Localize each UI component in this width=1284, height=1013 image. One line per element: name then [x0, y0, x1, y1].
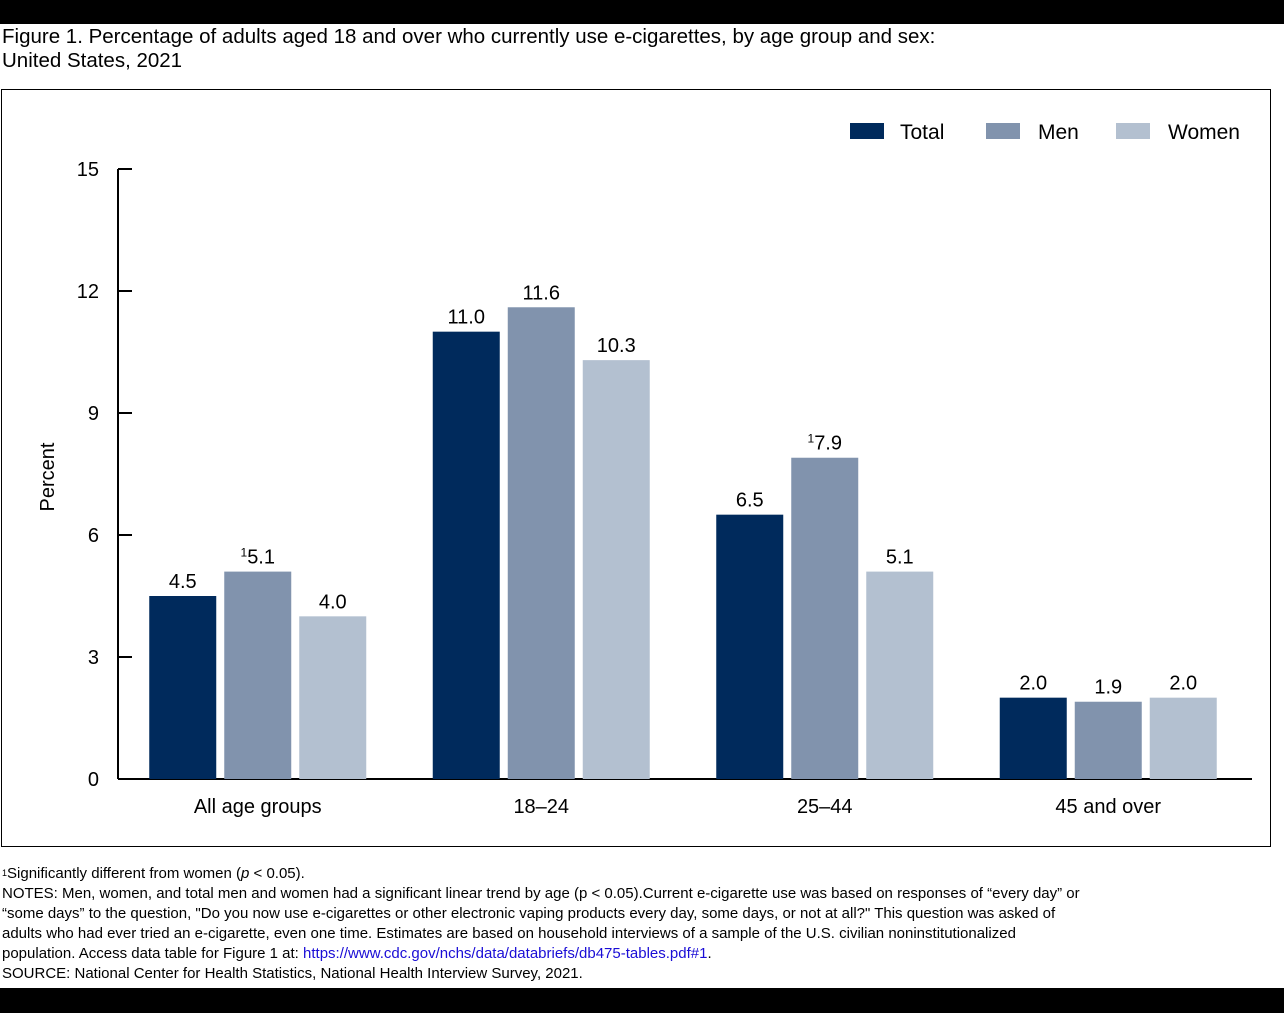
bar-total: [716, 514, 784, 779]
legend-swatch-total: [850, 123, 884, 139]
bar-total: [149, 596, 217, 779]
footnote-marker: 1: [241, 546, 248, 560]
legend-swatch-women: [1116, 123, 1150, 139]
x-category-label: 18–24: [513, 796, 569, 818]
bar-men: [791, 457, 859, 779]
data-label: 17.9: [808, 432, 843, 455]
data-value: 7.9: [814, 433, 842, 455]
notes-line-4-prefix: population. Access data table for Figure…: [2, 945, 304, 962]
data-label: 2.0: [1169, 673, 1197, 695]
bar-women: [1149, 697, 1217, 779]
legend-swatch-men: [986, 123, 1020, 139]
bar-women: [582, 360, 650, 779]
footnote-p: p: [241, 865, 250, 882]
notes-line-1: NOTES: Men, women, and total men and wom…: [2, 885, 1080, 902]
footnote-text-b: < 0.05).: [249, 865, 305, 882]
y-tick-label: 3: [88, 647, 99, 669]
bar-men: [224, 571, 292, 779]
data-label: 1.9: [1094, 677, 1122, 699]
data-label: 4.5: [169, 571, 197, 593]
bar-women: [299, 616, 367, 779]
x-category-label: 25–44: [797, 796, 853, 818]
figure-title: Figure 1. Percentage of adults aged 18 a…: [2, 25, 1272, 73]
x-category-label: All age groups: [194, 796, 322, 818]
x-category-label: 45 and over: [1055, 796, 1161, 818]
bar-total: [432, 331, 500, 779]
bar-men: [1074, 701, 1142, 779]
y-tick-label: 0: [88, 769, 99, 791]
figure-page: Figure 1. Percentage of adults aged 18 a…: [0, 24, 1284, 988]
y-axis-title: Percent: [37, 442, 59, 511]
data-value: 5.1: [247, 547, 275, 569]
footnote-marker: 1: [2, 868, 8, 878]
bar-women: [866, 571, 934, 779]
legend-label-men: Men: [1038, 121, 1079, 144]
notes-line-2: “some days” to the question, "Do you now…: [2, 905, 1056, 922]
data-label: 6.5: [736, 490, 764, 512]
y-tick-label: 12: [77, 281, 99, 303]
y-tick-label: 15: [77, 159, 99, 181]
footnote-text-a: Significantly different from women (: [7, 865, 242, 882]
footnote-marker: 1: [808, 432, 815, 446]
notes-line-4-suffix: .: [707, 945, 712, 962]
footnote-line: 1Significantly different from women (p <…: [2, 864, 1282, 884]
data-label: 5.1: [886, 547, 914, 569]
chart-frame: 0 3 6 9 12 15 Percent 4.5 15.1 4.0 All age groups 1…: [1, 89, 1271, 847]
y-tick-label: 9: [88, 403, 99, 425]
data-label: 15.1: [241, 546, 276, 569]
data-table-link[interactable]: https://www.cdc.gov/nchs/data/databriefs…: [303, 945, 708, 962]
data-label: 10.3: [597, 335, 636, 357]
data-label: 2.0: [1019, 673, 1047, 695]
y-tick-label: 6: [88, 525, 99, 547]
bar-total: [999, 697, 1067, 779]
bar-men: [507, 307, 575, 779]
notes-line-3: adults who had ever tried an e-cigarette…: [2, 925, 1016, 942]
data-label: 4.0: [319, 591, 347, 613]
source-line: SOURCE: National Center for Health Stati…: [2, 965, 583, 982]
data-label: 11.0: [448, 307, 485, 329]
data-label: 11.6: [523, 282, 560, 304]
figure-title-line-1: Figure 1. Percentage of adults aged 18 a…: [2, 25, 936, 48]
legend-label-total: Total: [900, 121, 944, 144]
figure-notes: 1Significantly different from women (p <…: [2, 864, 1282, 984]
notes-line-4: population. Access data table for Figure…: [2, 944, 1282, 964]
figure-title-line-2: United States, 2021: [2, 49, 183, 72]
legend-label-women: Women: [1168, 121, 1240, 144]
